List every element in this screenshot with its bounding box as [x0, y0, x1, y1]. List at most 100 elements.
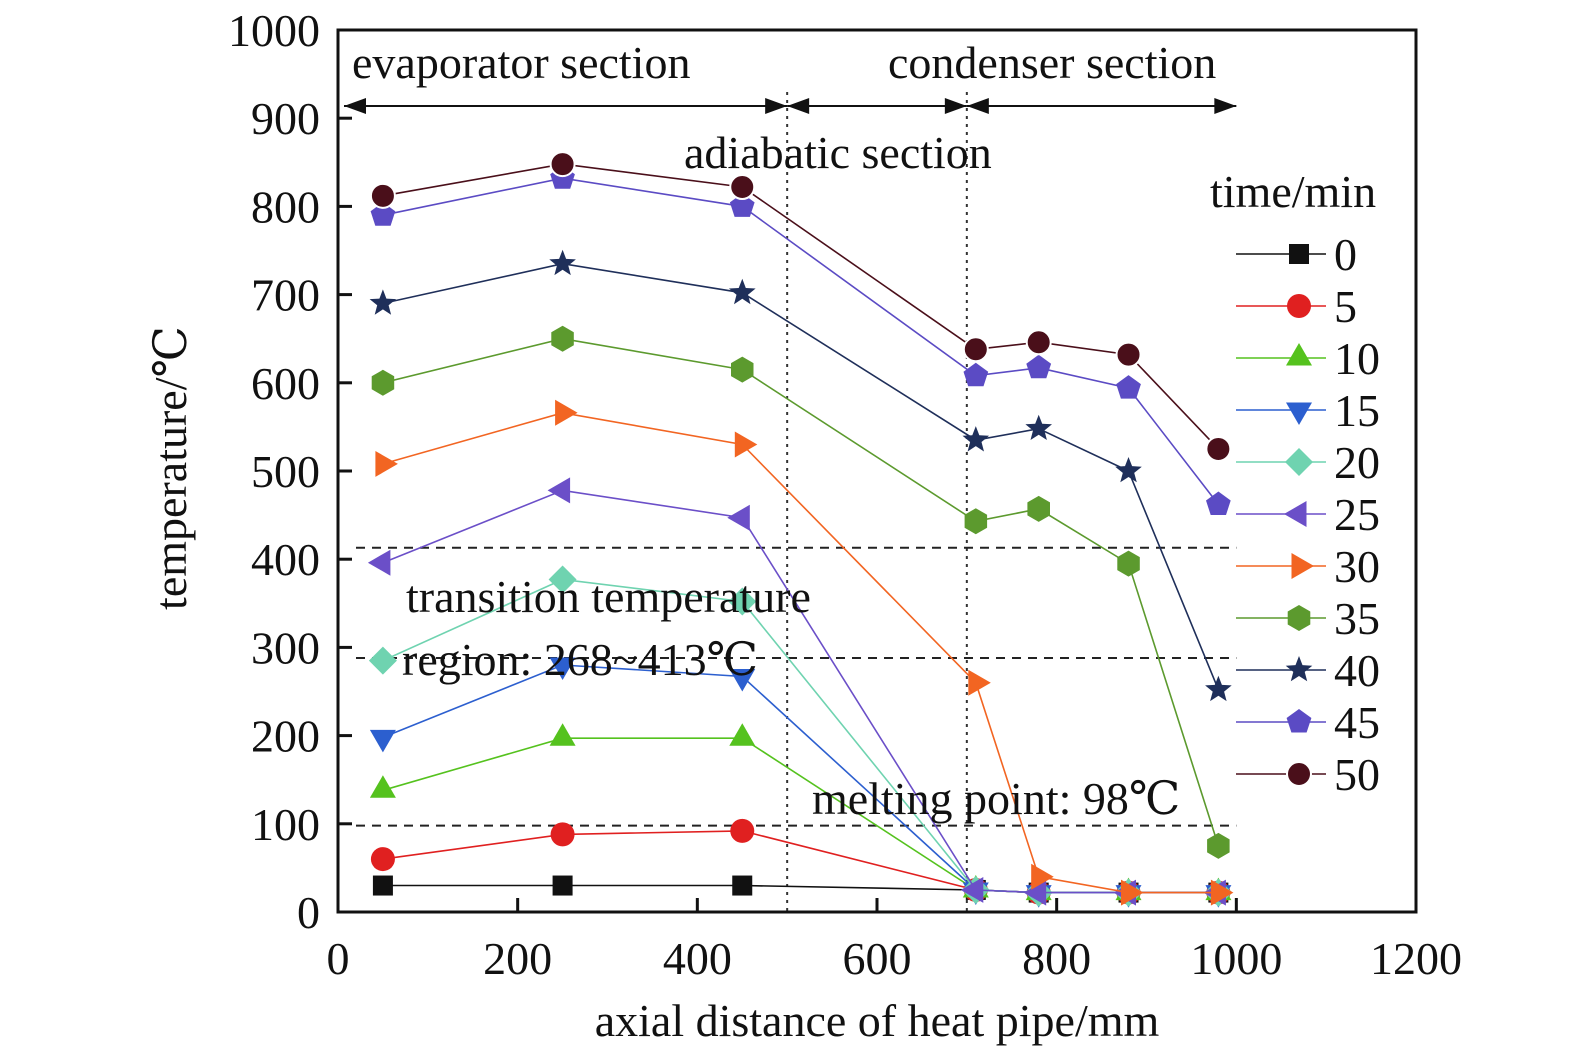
y-tick-label-700: 700 [251, 270, 320, 321]
legend-label-15: 15 [1334, 385, 1380, 436]
legend-marker-50 [1286, 761, 1312, 787]
annotations-group: evaporator section condenser section adi… [352, 37, 1216, 824]
point-50-0 [369, 182, 396, 209]
legend-label-40: 40 [1334, 645, 1380, 696]
point-25-2 [727, 504, 750, 531]
legend-marker-45 [1286, 709, 1312, 733]
legend-marker-40 [1285, 656, 1313, 682]
legend-marker-20 [1285, 448, 1313, 476]
y-tick-label-500: 500 [251, 446, 320, 497]
point-30-3 [968, 669, 991, 696]
series-line-50 [382, 163, 1219, 450]
legend-label-0: 0 [1334, 229, 1357, 280]
legend-marker-5 [1287, 294, 1311, 318]
series-line-25 [382, 489, 1219, 894]
point-20-0 [368, 646, 397, 675]
arrow-evaporator-head-right [765, 98, 788, 114]
point-30-5 [1121, 879, 1144, 906]
y-tick-label-0: 0 [297, 887, 320, 938]
y-tick-label-200: 200 [251, 711, 320, 762]
annotation-adiabatic: adiabatic section [684, 127, 992, 178]
y-tick-label-300: 300 [251, 622, 320, 673]
x-tick-label-400: 400 [663, 933, 732, 984]
point-0-1 [552, 875, 573, 896]
arrow-adiabatic-head-left [787, 98, 810, 114]
point-5-0 [370, 847, 395, 872]
legend-label-10: 10 [1334, 333, 1380, 384]
arrow-evaporator-head-left [344, 98, 366, 114]
point-25-4 [1023, 879, 1047, 906]
axes-group: 0 200 400 600 800 1000 12000100200300400500600… [228, 5, 1462, 984]
y-tick-label-100: 100 [251, 799, 320, 850]
point-10-0 [369, 775, 396, 798]
reference-lines [344, 92, 1237, 912]
legend-marker-25 [1284, 501, 1307, 527]
point-45-3 [963, 362, 989, 387]
series-group [367, 151, 1234, 908]
annotation-evaporator: evaporator section [352, 37, 690, 88]
x-tick-label-800: 800 [1022, 933, 1091, 984]
annotation-transition-2: region: 268~413℃ [402, 634, 758, 685]
point-45-6 [1206, 491, 1231, 515]
point-45-2 [729, 193, 755, 217]
legend-marker-10 [1286, 343, 1312, 366]
legend-marker-35 [1287, 605, 1311, 631]
y-tick-label-900: 900 [251, 93, 320, 144]
x-axis-title: axial distance of heat pipe/mm [595, 995, 1160, 1046]
annotation-condenser: condenser section [888, 37, 1216, 88]
point-50-1 [549, 151, 576, 178]
point-15-0 [369, 729, 396, 753]
legend-title: time/min [1210, 166, 1376, 217]
point-30-6 [1210, 879, 1234, 906]
point-40-3 [962, 426, 990, 452]
series-line-5 [382, 830, 1219, 894]
legend-label-35: 35 [1334, 593, 1380, 644]
x-tick-label-200: 200 [483, 933, 552, 984]
point-50-3 [962, 336, 989, 363]
point-45-5 [1116, 375, 1141, 399]
y-tick-label-600: 600 [251, 358, 320, 409]
point-45-4 [1026, 354, 1052, 379]
point-40-1 [549, 249, 576, 276]
point-50-4 [1025, 329, 1052, 356]
point-25-0 [367, 549, 391, 576]
point-40-2 [728, 278, 756, 305]
series-line-40 [382, 262, 1220, 691]
legend-label-45: 45 [1334, 697, 1380, 748]
point-25-1 [547, 477, 571, 504]
point-35-5 [1117, 550, 1140, 577]
y-tick-label-800: 800 [251, 181, 320, 232]
point-5-1 [550, 822, 575, 847]
legend-label-5: 5 [1334, 281, 1357, 332]
x-tick-label-1000: 1000 [1190, 933, 1282, 984]
x-tick-label-600: 600 [843, 933, 912, 984]
point-40-4 [1025, 414, 1052, 440]
annotation-transition-1: transition temperature [406, 571, 811, 622]
legend-marker-30 [1291, 553, 1314, 579]
point-40-0 [369, 289, 397, 315]
annotation-melting: melting point: 98℃ [812, 773, 1180, 824]
point-50-2 [729, 173, 756, 200]
arrow-adiabatic-head-right [944, 98, 967, 114]
point-0-2 [732, 875, 753, 896]
point-5-2 [730, 818, 755, 843]
point-15-1 [549, 657, 576, 680]
x-tick-label-0: 0 [327, 933, 350, 984]
point-35-4 [1027, 495, 1050, 522]
point-10-2 [729, 723, 756, 746]
legend-label-25: 25 [1334, 489, 1380, 540]
point-30-0 [375, 451, 398, 477]
point-40-6 [1205, 675, 1232, 702]
y-tick-label-1000: 1000 [228, 5, 320, 56]
legend-label-50: 50 [1334, 749, 1380, 800]
legend-marker-15 [1286, 402, 1312, 425]
point-30-1 [555, 399, 578, 426]
point-35-0 [371, 369, 395, 396]
point-10-1 [549, 723, 576, 746]
point-25-3 [960, 877, 984, 903]
point-20-2 [728, 587, 757, 616]
point-40-5 [1115, 457, 1142, 483]
